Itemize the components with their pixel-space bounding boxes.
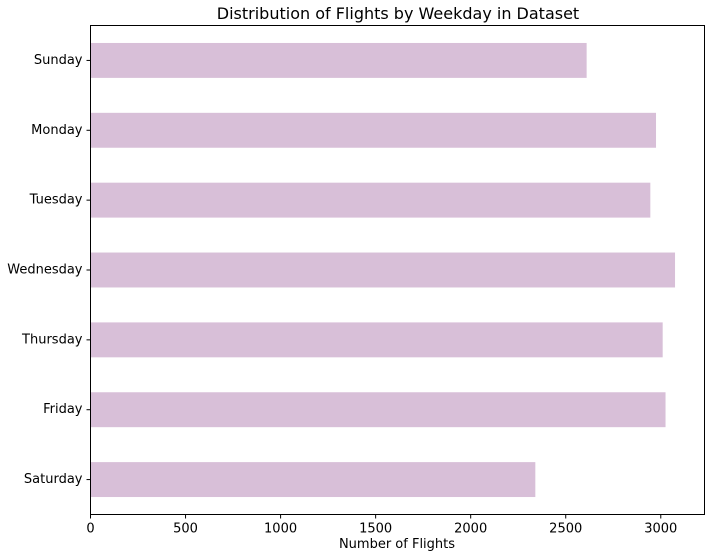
chart-title: Distribution of Flights by Weekday in Da… [217,4,579,23]
bar-sunday [90,42,587,78]
y-axis-ticks: Sunday Monday Tuesday Wednesday Thursday Frid… [7,53,91,487]
bar-tuesday [90,182,651,218]
x-axis-ticks: 0 500 1000 1500 2000 2500 3000 [86,514,677,537]
x-axis-label: Number of Flights [339,537,455,552]
y-tick-label: Tuesday [29,193,83,208]
bar-monday [90,112,657,148]
x-tick-label: 1000 [264,522,297,537]
y-tick-label: Sunday [34,53,83,68]
x-tick-label: 2000 [454,522,487,537]
x-tick-label: 2500 [549,522,582,537]
bar-saturday [90,462,536,498]
y-tick-label: Wednesday [7,263,83,278]
x-tick-label: 0 [86,522,94,537]
y-tick-label: Thursday [21,332,83,347]
x-tick-label: 3000 [644,522,677,537]
x-tick-label: 1500 [359,522,392,537]
bar-friday [90,392,666,428]
y-tick-label: Friday [43,402,83,417]
bar-thursday [90,322,663,358]
y-tick-label: Monday [31,123,83,138]
bar-wednesday [90,252,676,288]
bars-group [90,42,676,498]
y-tick-label: Saturday [24,472,83,487]
plot-frame [90,25,705,515]
x-tick-label: 500 [173,522,198,537]
